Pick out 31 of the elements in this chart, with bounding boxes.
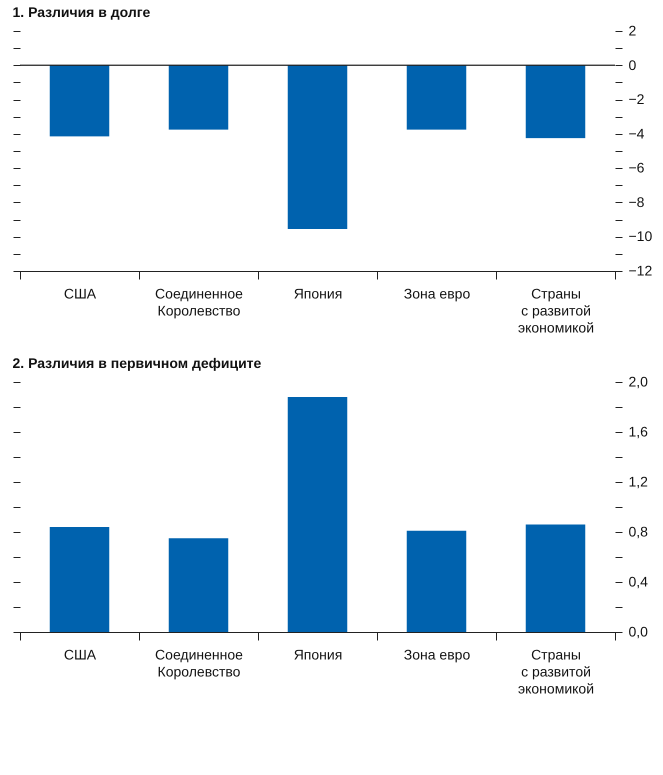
bar: [168, 538, 228, 632]
x-tick-label: Соединенное Королевство: [155, 646, 244, 680]
x-tick-label: Япония: [294, 286, 342, 302]
y-tick-label: 0,0: [628, 624, 648, 640]
y-tick-label: 1,2: [628, 474, 648, 490]
chart-title: 1. Различия в долге: [12, 4, 151, 20]
y-tick-label: 0,8: [628, 524, 648, 540]
y-tick-label: −2: [628, 91, 645, 108]
y-tick-label: 2: [628, 22, 636, 38]
bar: [288, 397, 348, 632]
y-tick-label: 0,4: [628, 574, 648, 590]
x-tick-label: Зона евро: [404, 646, 470, 662]
x-tick-label: Страны с развитой экономикой: [518, 646, 594, 696]
bar: [526, 524, 586, 632]
y-tick-label: −6: [628, 160, 645, 176]
x-tick-label: Зона евро: [404, 286, 470, 302]
y-tick-label: −8: [628, 194, 645, 210]
y-tick-label: −10: [628, 228, 652, 244]
y-tick-label: 1,6: [628, 424, 648, 440]
x-tick-label: США: [64, 646, 97, 662]
x-tick-label: Япония: [294, 646, 342, 662]
chart-title: 2. Различия в первичном дефиците: [12, 355, 262, 371]
y-tick-label: −4: [628, 125, 645, 142]
x-tick-label: Страны с развитой экономикой: [518, 286, 594, 336]
y-tick-label: 2,0: [628, 374, 648, 390]
y-tick-label: 0: [628, 56, 636, 73]
x-tick-label: Соединенное Королевство: [155, 286, 244, 318]
bar: [406, 530, 466, 632]
y-tick-label: −12: [628, 262, 652, 278]
x-tick-label: США: [64, 286, 97, 302]
bar: [50, 527, 110, 632]
